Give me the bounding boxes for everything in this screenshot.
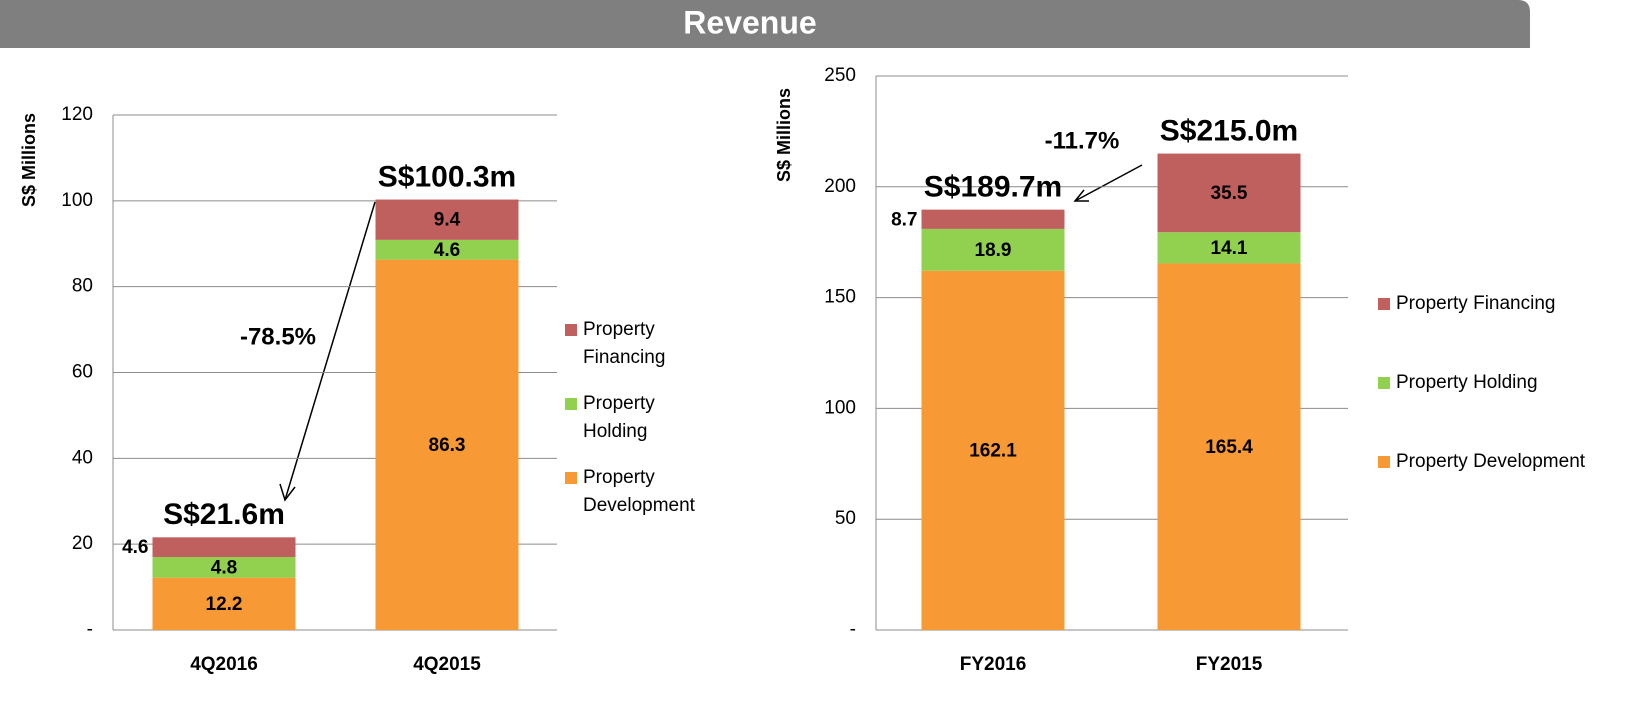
title-bar: [0, 0, 1530, 48]
legend-swatch: [565, 472, 577, 484]
value-label: 8.7: [891, 209, 917, 230]
legend-item: Property Development: [1378, 448, 1586, 476]
value-label: 162.1: [969, 440, 1017, 461]
legend-label: Property Holding: [583, 393, 655, 442]
y-tick-label: 100: [824, 397, 856, 418]
legend-swatch: [565, 324, 577, 336]
y-tick-label: 20: [72, 533, 93, 554]
bar-segment: [375, 239, 519, 260]
arrow: [279, 201, 376, 502]
legend-item: Property Financing: [1378, 290, 1586, 318]
y-tick-label: 40: [72, 447, 93, 468]
y-tick-label: 250: [824, 65, 856, 86]
bar-segment: [921, 209, 1065, 229]
bar-segment: [1157, 263, 1301, 630]
legend-item: Property Financing: [565, 316, 708, 372]
x-tick-label: FY2015: [1196, 654, 1263, 675]
y-axis-label: S$ Millions: [19, 113, 39, 207]
legend-label: Property Financing: [583, 319, 666, 368]
value-label: 4.6: [434, 240, 460, 261]
x-tick-label: 4Q2016: [190, 654, 258, 675]
y-tick-label: -: [87, 619, 93, 640]
total-label: S$189.7m: [924, 171, 1062, 204]
y-tick-label: -: [850, 619, 856, 640]
legend-swatch: [1378, 298, 1390, 310]
legend-item: Property Development: [565, 464, 708, 520]
bar-segment: [152, 537, 296, 558]
total-label: S$100.3m: [378, 160, 516, 193]
legend-item: Property Holding: [1378, 369, 1586, 397]
y-tick-label: 200: [824, 176, 856, 197]
legend-swatch: [565, 398, 577, 410]
value-label: 4.6: [122, 537, 148, 558]
legend-label: Property Financing: [1396, 293, 1556, 314]
legend-swatch: [1378, 377, 1390, 389]
total-label: S$21.6m: [163, 498, 285, 531]
y-tick-label: 100: [61, 190, 93, 211]
value-label: 14.1: [1211, 238, 1248, 259]
bar-segment: [921, 270, 1065, 630]
value-label: 165.4: [1205, 437, 1253, 458]
change-label: -11.7%: [1045, 127, 1120, 154]
y-tick-label: 150: [824, 287, 856, 308]
x-tick-label: 4Q2015: [413, 654, 481, 675]
y-tick-label: 80: [72, 276, 93, 297]
bar-segment: [375, 259, 519, 630]
legend-swatch: [1378, 456, 1390, 468]
y-tick-label: 60: [72, 362, 93, 383]
value-label: 86.3: [429, 435, 466, 456]
value-label: 12.2: [206, 594, 243, 615]
slide-title: Revenue: [683, 4, 816, 40]
value-label: 9.4: [434, 210, 461, 231]
legend-item: Property Holding: [565, 390, 708, 446]
legend-label: Property Holding: [1396, 372, 1538, 393]
arrow: [1073, 164, 1143, 202]
y-axis-label: S$ Millions: [774, 88, 794, 182]
bar-segment: [1157, 232, 1301, 264]
value-label: 18.9: [975, 240, 1012, 261]
bar-segment: [1157, 153, 1301, 233]
bar-segment: [152, 557, 296, 578]
bar-segment: [921, 228, 1065, 271]
change-label: -78.5%: [240, 323, 316, 350]
x-tick-label: FY2016: [960, 654, 1027, 675]
value-label: 35.5: [1211, 183, 1248, 204]
value-label: 4.8: [211, 557, 237, 578]
bar-segment: [375, 199, 519, 240]
total-label: S$215.0m: [1160, 114, 1298, 147]
legend-label: Property Development: [583, 467, 695, 516]
y-tick-label: 50: [835, 508, 856, 529]
y-tick-label: 120: [61, 104, 93, 125]
bar-segment: [152, 577, 296, 630]
legend-label: Property Development: [1396, 451, 1586, 472]
